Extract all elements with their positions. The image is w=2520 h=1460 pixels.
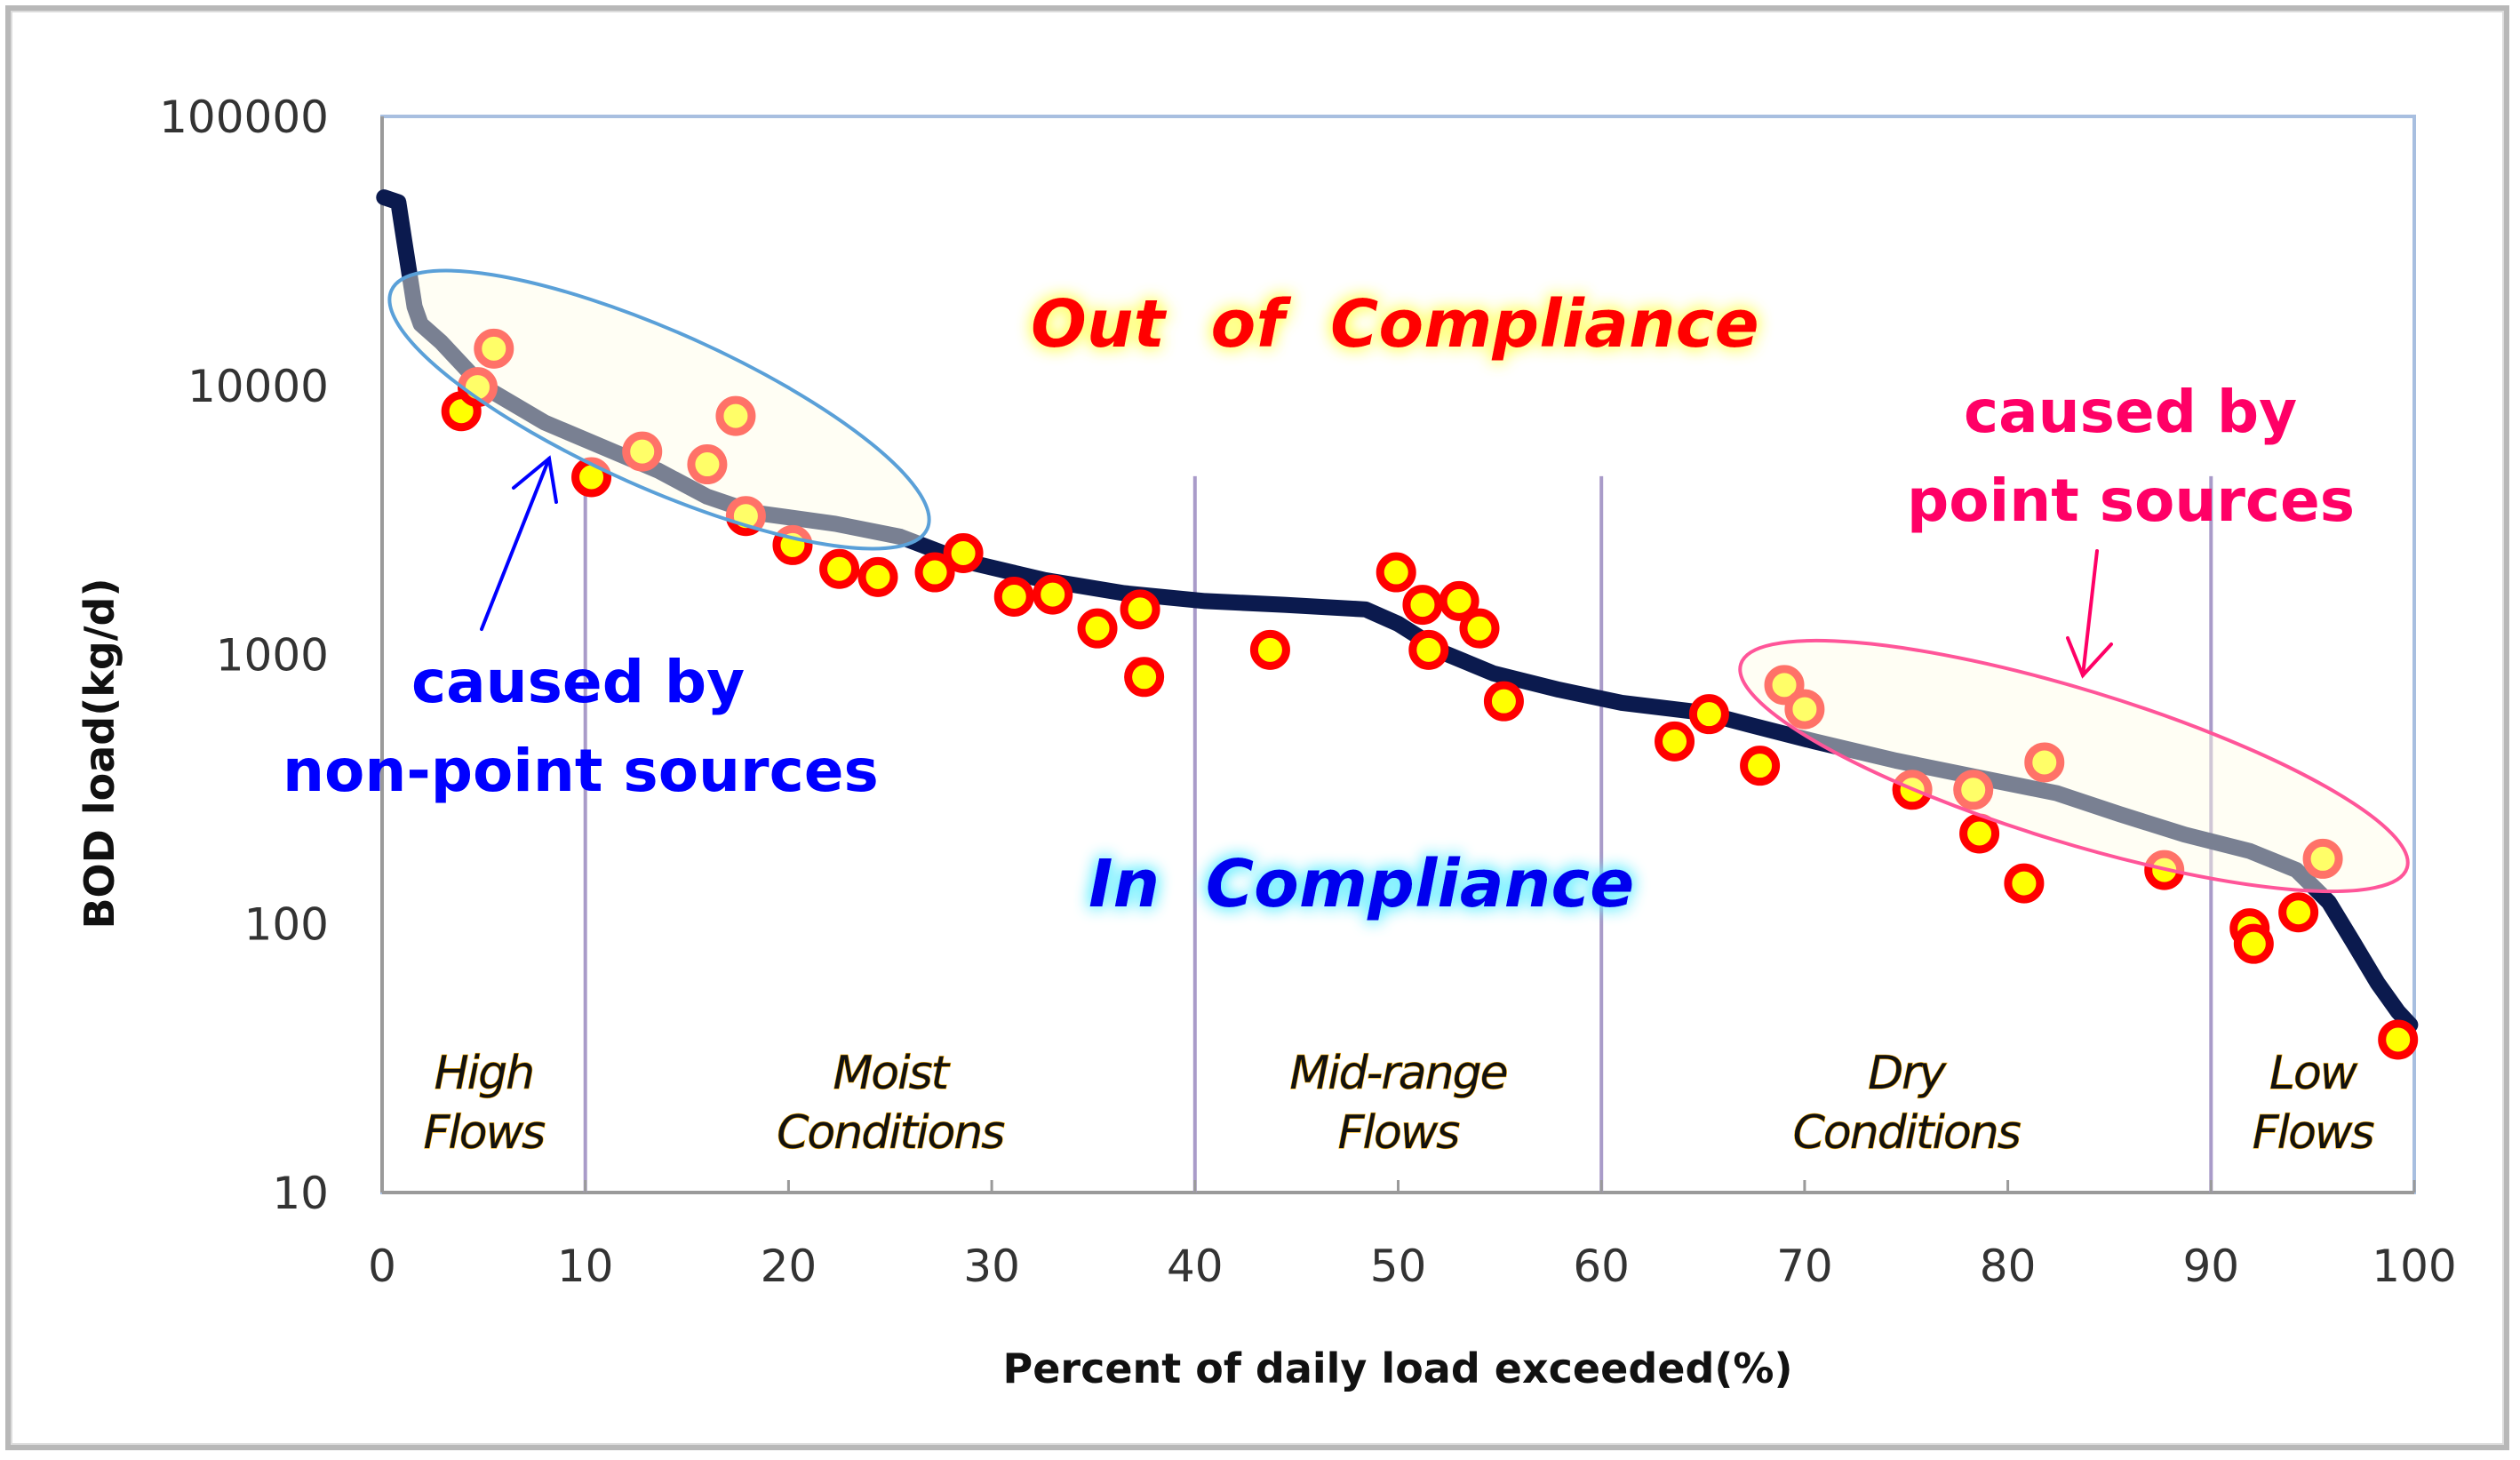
- zone-label-line1: Mid-range: [1289, 1047, 1506, 1100]
- in-compliance-label: In Compliance: [1089, 846, 1634, 922]
- load-duration-curve: [376, 189, 2419, 1033]
- zone-label-line1: High: [435, 1047, 534, 1100]
- x-axis-title: Percent of daily load exceeded(%): [1002, 1344, 1792, 1392]
- y-axis-title: BOD load(kg/d): [76, 578, 124, 929]
- data-point: [1483, 681, 1524, 722]
- x-tick-label: 90: [2182, 1241, 2239, 1292]
- nonpoint-arrow-icon: [480, 455, 558, 631]
- zone-label-line2: Conditions: [1793, 1106, 2021, 1160]
- data-point: [1033, 574, 1073, 615]
- data-point: [819, 548, 860, 589]
- data-point: [1688, 694, 1729, 735]
- point-annotation-line1: caused by: [1964, 378, 2297, 446]
- y-tick-label: 100: [244, 898, 329, 950]
- data-point: [687, 444, 728, 485]
- zone-label-line1: Moist: [833, 1047, 950, 1100]
- data-point: [1408, 629, 1449, 670]
- x-tick-label: 70: [1776, 1241, 1833, 1292]
- x-tick-label: 40: [1167, 1241, 1224, 1292]
- x-tick-label: 10: [557, 1241, 614, 1292]
- zone-label-line1: Low: [2269, 1047, 2358, 1100]
- y-tick-label: 10000: [187, 361, 329, 412]
- x-tick-label: 60: [1573, 1241, 1630, 1292]
- x-axis-ticks: 0 10 20 30 40 50 60 70 80 90 100: [368, 1180, 2457, 1292]
- data-point: [1953, 770, 1994, 810]
- y-tick-label: 10: [272, 1168, 329, 1219]
- data-point: [1077, 608, 1118, 649]
- data-point: [857, 556, 898, 597]
- data-point: [1459, 608, 1500, 649]
- observed-load-points: [441, 328, 2419, 1060]
- data-point: [2302, 838, 2343, 879]
- y-tick-label: 1000: [216, 630, 329, 682]
- x-tick-label: 20: [761, 1241, 817, 1292]
- data-point: [474, 328, 514, 369]
- x-tick-label: 50: [1370, 1241, 1427, 1292]
- x-tick-label: 0: [368, 1241, 396, 1292]
- point-source-ellipse: [1738, 638, 2410, 894]
- nonpoint-source-ellipse: [387, 268, 931, 551]
- data-point: [1740, 746, 1781, 786]
- data-point: [1376, 552, 1416, 593]
- point-arrow-icon: [2066, 549, 2113, 679]
- data-point: [1764, 665, 1805, 706]
- y-axis-ticks: 10 100 1000 10000 100000: [159, 92, 329, 1219]
- zone-label-line2: Flows: [2253, 1106, 2374, 1160]
- zone-label-line2: Flows: [1338, 1106, 1460, 1160]
- zone-label-line1: Dry: [1868, 1047, 1947, 1100]
- data-point: [1120, 589, 1160, 630]
- nonpoint-annotation-line1: caused by: [411, 648, 745, 716]
- data-point: [1439, 580, 1479, 621]
- point-annotation-line2: point sources: [1907, 467, 2355, 535]
- out-of-compliance-label: Out of Compliance: [1031, 286, 1759, 363]
- x-tick-label: 30: [963, 1241, 1020, 1292]
- x-tick-label: 100: [2372, 1241, 2456, 1292]
- data-point: [914, 552, 955, 593]
- x-tick-label: 80: [1980, 1241, 2037, 1292]
- data-point: [2278, 892, 2319, 933]
- zone-label-line2: Flows: [423, 1106, 545, 1160]
- flow-zone-labels: High Flows Moist Conditions Mid-range Flows Dr…: [423, 1046, 2376, 1160]
- nonpoint-annotation-line2: non-point sources: [283, 737, 879, 805]
- data-point: [1124, 657, 1165, 698]
- data-point: [2024, 742, 2065, 783]
- data-point: [715, 395, 756, 436]
- data-point: [1959, 813, 2000, 854]
- chart-frame: [5, 5, 2509, 1450]
- data-point: [1655, 721, 1695, 762]
- data-point: [1402, 585, 1443, 626]
- y-tick-label: 100000: [159, 92, 329, 143]
- data-point: [2233, 923, 2274, 964]
- data-point: [2378, 1019, 2419, 1060]
- data-point: [1784, 689, 1825, 730]
- zone-label-line2: Conditions: [777, 1106, 1004, 1160]
- data-point: [993, 576, 1034, 617]
- data-point: [2004, 863, 2045, 904]
- data-point: [943, 532, 984, 573]
- data-point: [622, 431, 663, 472]
- data-point: [1249, 629, 1290, 670]
